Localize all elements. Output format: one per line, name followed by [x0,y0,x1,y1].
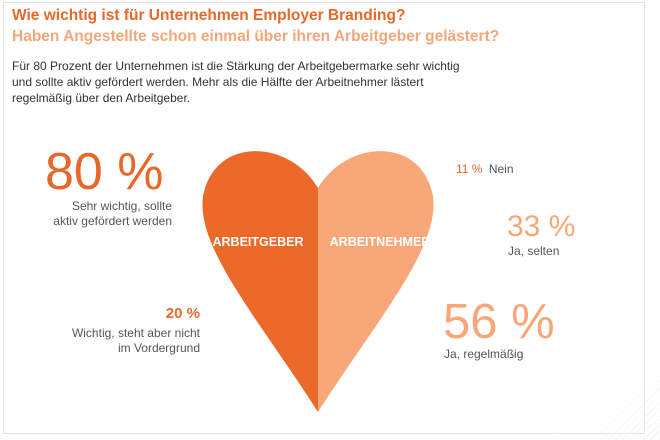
value-label-regelmaessig: 56 % [443,295,555,349]
caption-sehr-wichtig: Sehr wichtig, sollte aktiv gefördert wer… [53,199,172,228]
chart-frame [3,2,645,434]
heart-label-arbeitgeber: ARBEITGEBER [213,235,304,249]
caption-nein: Nein [488,162,514,176]
value-row-nein: 11 % Nein [456,162,514,176]
caption-regelmaessig: Ja, regelmäßig [444,347,524,361]
caption-selten: Ja, selten [508,244,560,258]
value-label-selten: 33 % [507,210,576,243]
chart-title: Wie wichtig ist für Unternehmen Employer… [12,7,406,24]
value-label-nein: 11 % [456,162,483,176]
decorative-stripes [540,380,660,440]
chart-description: Für 80 Prozent der Unternehmen ist die S… [12,59,460,105]
caption-wichtig: Wichtig, steht aber nicht im Vordergrund [71,326,200,355]
heart-label-arbeitnehmer: ARBEITNEHMER [330,235,431,249]
heart-half-arbeitgeber [202,151,318,412]
value-label-sehr-wichtig: 80 % [45,143,164,201]
heart-half-arbeitnehmer [318,151,434,412]
chart-subtitle: Haben Angestellte schon einmal über ihre… [12,28,500,45]
value-label-wichtig: 20 % [165,305,200,322]
